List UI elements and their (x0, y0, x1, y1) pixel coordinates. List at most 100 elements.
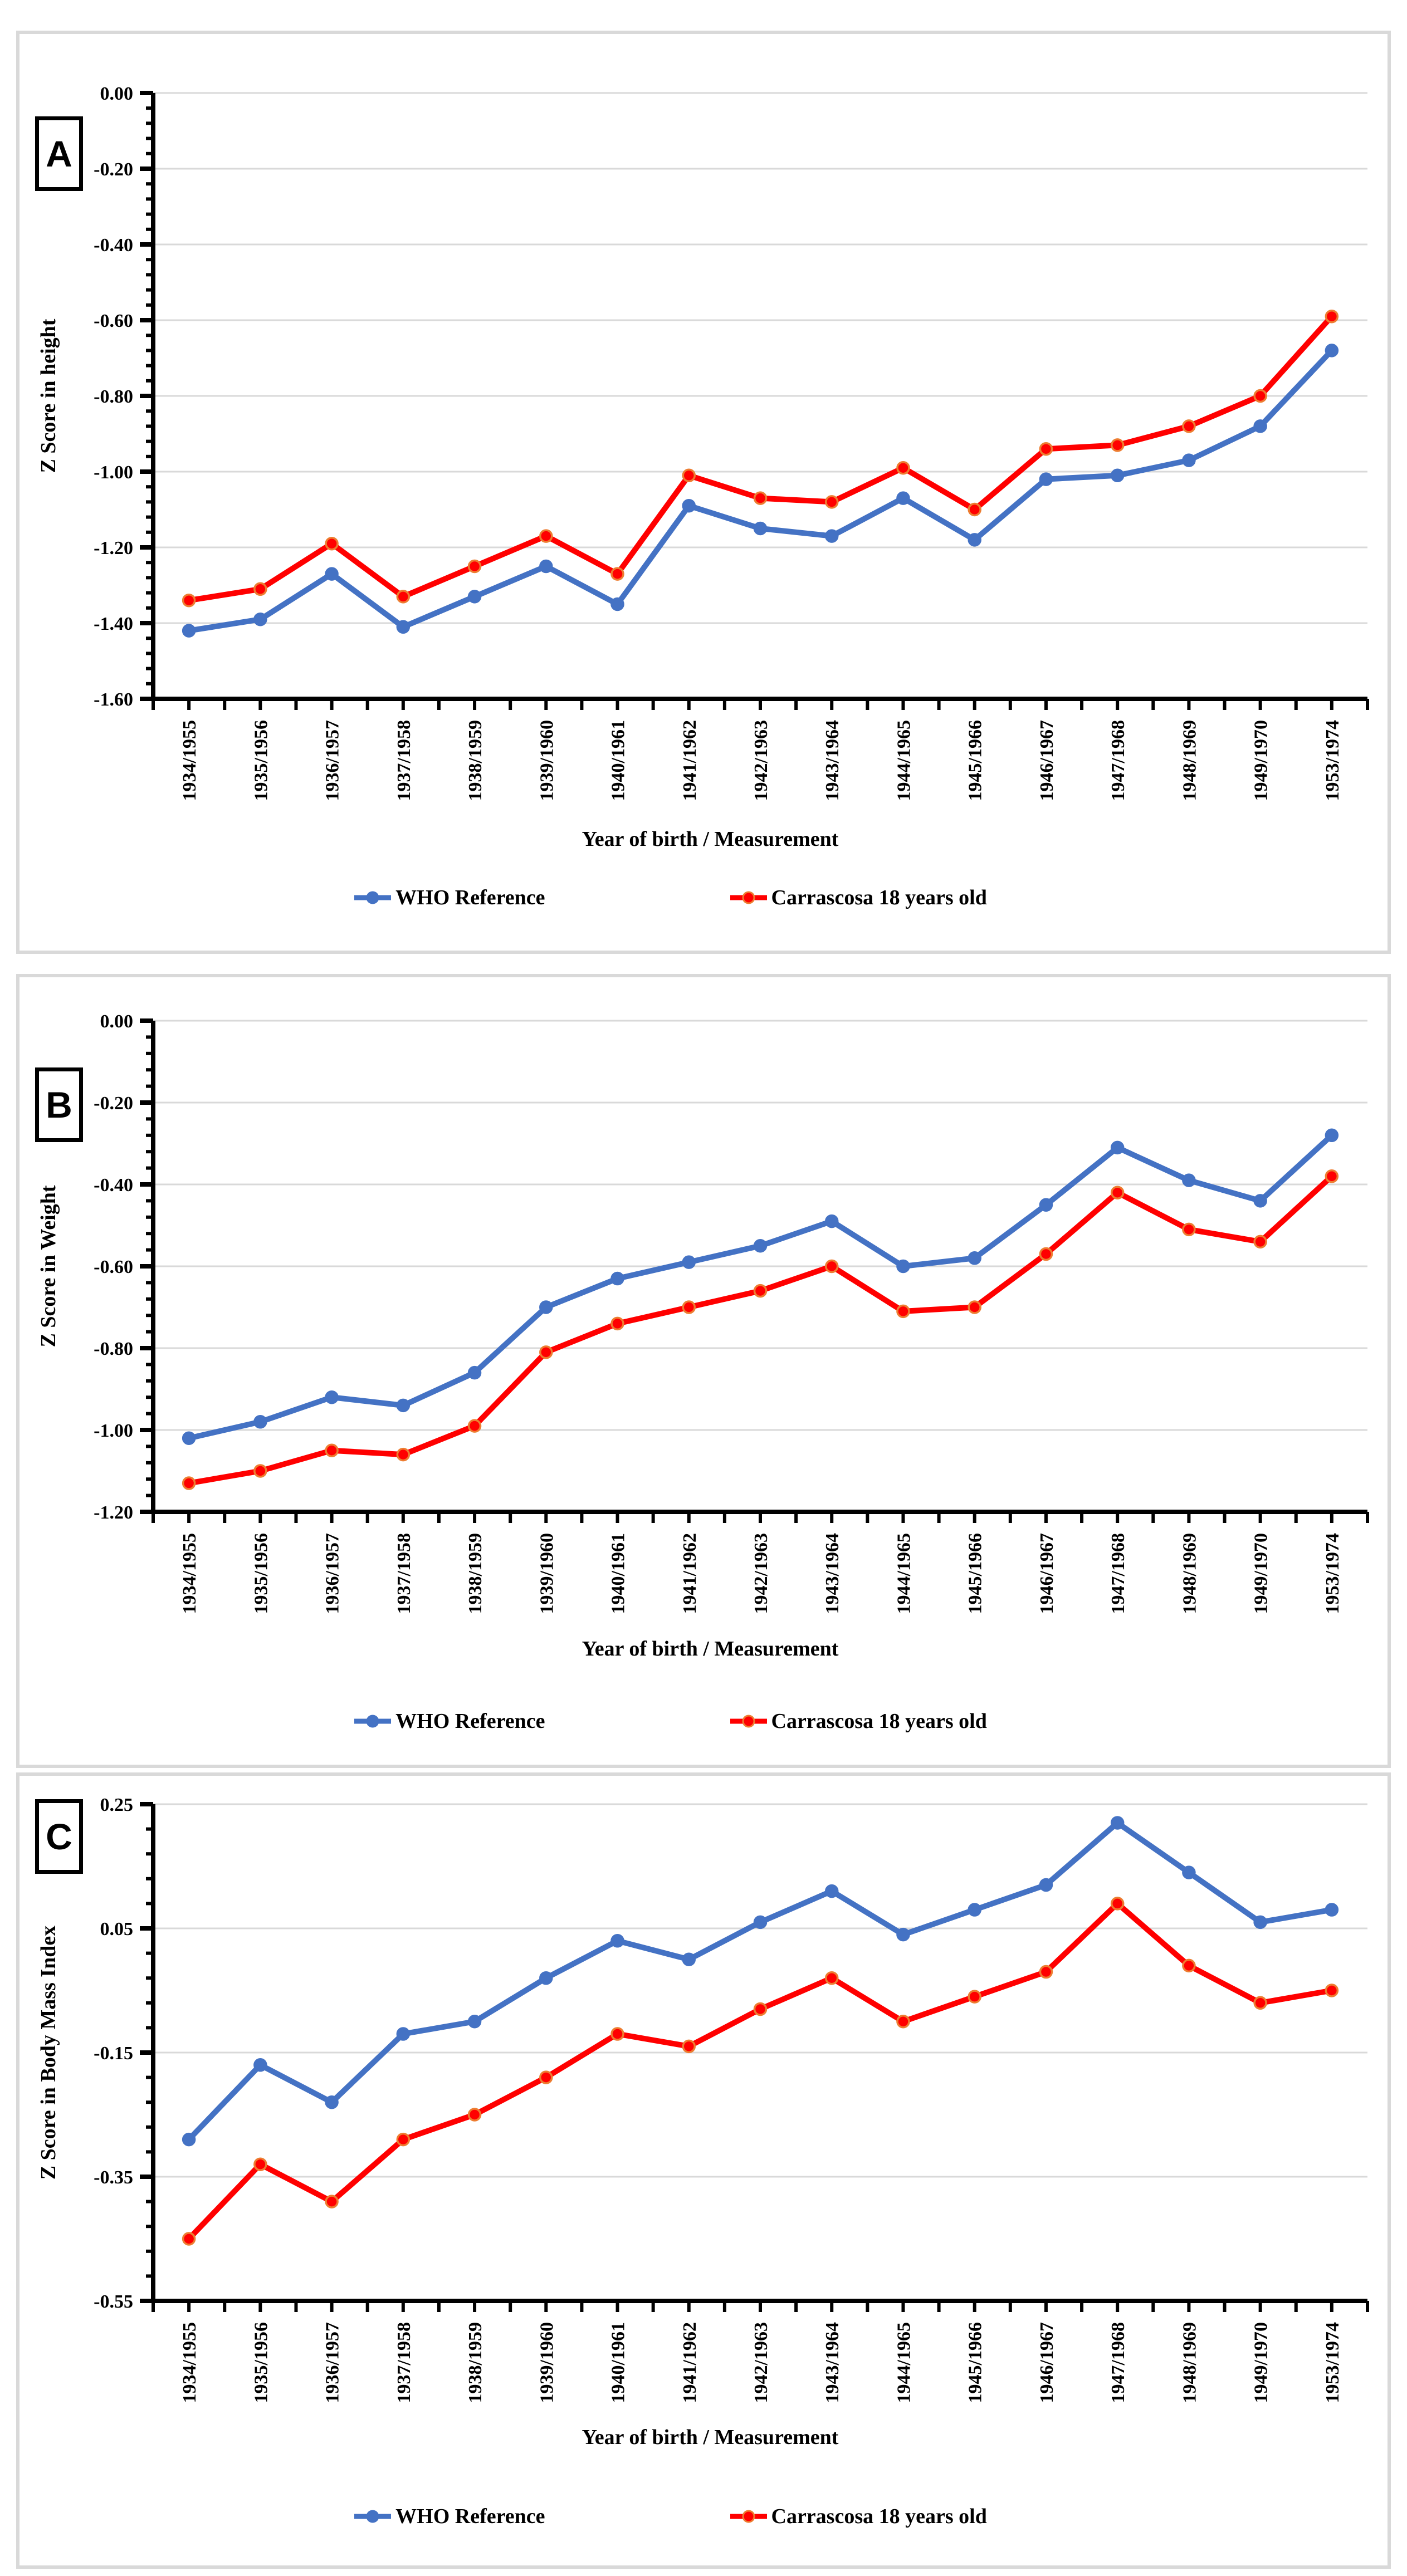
svg-text:1942/1963: 1942/1963 (751, 2322, 771, 2403)
svg-text:0.00: 0.00 (100, 1011, 134, 1032)
svg-text:Z Score in Body Mass Index: Z Score in Body Mass Index (37, 1926, 60, 2180)
legend-marker-carrascosa-icon (729, 890, 768, 905)
svg-text:0.00: 0.00 (100, 84, 134, 104)
svg-text:1943/1964: 1943/1964 (822, 2322, 843, 2403)
svg-text:1938/1959: 1938/1959 (465, 2322, 486, 2403)
svg-text:1942/1963: 1942/1963 (751, 1533, 771, 1614)
svg-text:1948/1969: 1948/1969 (1179, 1533, 1200, 1614)
svg-text:1938/1959: 1938/1959 (465, 1533, 486, 1614)
svg-text:1944/1965: 1944/1965 (893, 1533, 914, 1614)
svg-text:1937/1958: 1937/1958 (394, 1533, 414, 1614)
legend-label: Carrascosa 18 years old (771, 886, 987, 909)
svg-text:-1.40: -1.40 (94, 614, 133, 634)
svg-text:-1.60: -1.60 (94, 689, 133, 710)
svg-text:-1.20: -1.20 (94, 1502, 133, 1523)
legend-label: WHO Reference (395, 886, 545, 909)
legend-label: Carrascosa 18 years old (771, 2505, 987, 2528)
legend-item-carrascosa: Carrascosa 18 years old (729, 1709, 987, 1733)
svg-text:1938/1959: 1938/1959 (465, 720, 486, 801)
svg-text:1940/1961: 1940/1961 (608, 1533, 629, 1614)
legend-marker-who-icon (353, 890, 392, 905)
svg-text:1936/1957: 1936/1957 (323, 720, 343, 801)
legend-marker-carrascosa-icon (729, 2509, 768, 2524)
chart-c-bmi-zscore: 0.25 0.05 -0.15 -0.35 -0.55 1934/1955 1935/195… (37, 1795, 1369, 2449)
legend-label: WHO Reference (395, 2505, 545, 2528)
legend-label: WHO Reference (395, 1710, 545, 1733)
legend-marker-who-icon (353, 2509, 392, 2524)
svg-text:1934/1955: 1934/1955 (179, 720, 200, 801)
svg-text:1939/1960: 1939/1960 (536, 720, 557, 801)
svg-text:1943/1964: 1943/1964 (822, 720, 843, 801)
svg-text:-0.55: -0.55 (94, 2291, 133, 2312)
svg-text:1937/1958: 1937/1958 (394, 2322, 414, 2403)
svg-text:1945/1966: 1945/1966 (965, 1533, 986, 1614)
svg-text:-0.40: -0.40 (94, 235, 133, 256)
svg-text:-0.40: -0.40 (94, 1175, 133, 1196)
svg-text:1934/1955: 1934/1955 (179, 2322, 200, 2403)
svg-text:1947/1968: 1947/1968 (1108, 720, 1128, 801)
legend: WHO Reference Carrascosa 18 years old (19, 2504, 1388, 2529)
legend-marker-carrascosa-icon (729, 1713, 768, 1729)
svg-text:-0.80: -0.80 (94, 1339, 133, 1359)
svg-text:1949/1970: 1949/1970 (1251, 720, 1272, 801)
svg-text:-0.15: -0.15 (94, 2043, 133, 2064)
panel-b: B 0.00 -0.20 -0.40 -0.60 -0.80 -1.00 -1.20 1934… (16, 974, 1391, 1768)
svg-text:1945/1966: 1945/1966 (965, 720, 986, 801)
svg-text:1941/1962: 1941/1962 (680, 720, 700, 801)
legend-item-who-reference: WHO Reference (353, 885, 545, 910)
svg-text:1944/1965: 1944/1965 (893, 720, 914, 801)
svg-text:1953/1974: 1953/1974 (1322, 2322, 1343, 2403)
svg-text:1946/1967: 1946/1967 (1037, 720, 1057, 801)
svg-text:Z Score in Weight: Z Score in Weight (37, 1185, 60, 1347)
svg-text:1940/1961: 1940/1961 (608, 2322, 629, 2403)
panel-label-a: A (35, 116, 83, 191)
legend-item-who-reference: WHO Reference (353, 1709, 545, 1733)
panel-label-b: B (35, 1067, 83, 1142)
svg-text:1937/1958: 1937/1958 (394, 720, 414, 801)
svg-text:1936/1957: 1936/1957 (323, 2322, 343, 2403)
svg-text:1935/1956: 1935/1956 (251, 720, 271, 801)
svg-text:-1.00: -1.00 (94, 1421, 133, 1441)
svg-text:-0.80: -0.80 (94, 386, 133, 407)
svg-text:-0.20: -0.20 (94, 1093, 133, 1114)
svg-text:Z Score in height: Z Score in height (37, 319, 60, 473)
svg-text:1941/1962: 1941/1962 (680, 1533, 700, 1614)
svg-text:1947/1968: 1947/1968 (1108, 1533, 1128, 1614)
svg-text:1943/1964: 1943/1964 (822, 1533, 843, 1614)
panel-label-c: C (35, 1799, 83, 1874)
svg-text:0.25: 0.25 (100, 1795, 134, 1815)
chart-b-weight-zscore: 0.00 -0.20 -0.40 -0.60 -0.80 -1.00 -1.20 1934/1… (37, 1011, 1369, 1661)
svg-text:1949/1970: 1949/1970 (1251, 1533, 1272, 1614)
svg-text:1939/1960: 1939/1960 (536, 2322, 557, 2403)
svg-text:1936/1957: 1936/1957 (323, 1533, 343, 1614)
legend-item-carrascosa: Carrascosa 18 years old (729, 885, 987, 910)
svg-text:1935/1956: 1935/1956 (251, 1533, 271, 1614)
svg-text:0.05: 0.05 (100, 1919, 134, 1940)
svg-text:1945/1966: 1945/1966 (965, 2322, 986, 2403)
legend-label: Carrascosa 18 years old (771, 1710, 987, 1733)
svg-text:-1.00: -1.00 (94, 462, 133, 483)
svg-text:1948/1969: 1948/1969 (1179, 2322, 1200, 2403)
svg-text:1948/1969: 1948/1969 (1179, 720, 1200, 801)
svg-text:1953/1974: 1953/1974 (1322, 720, 1343, 801)
legend-item-who-reference: WHO Reference (353, 2504, 545, 2529)
figure-page: { "panels": [ {"label": "A"}, {"label": … (0, 31, 1407, 2569)
chart-a-height-zscore: 0.00 -0.20 -0.40 -0.60 -0.80 -1.00 -1.20 -1.40 -… (37, 84, 1369, 851)
svg-text:1946/1967: 1946/1967 (1037, 1533, 1057, 1614)
svg-text:-0.20: -0.20 (94, 159, 133, 180)
svg-text:1942/1963: 1942/1963 (751, 720, 771, 801)
svg-text:-0.35: -0.35 (94, 2167, 133, 2188)
svg-text:1947/1968: 1947/1968 (1108, 2322, 1128, 2403)
svg-text:1946/1967: 1946/1967 (1037, 2322, 1057, 2403)
legend-item-carrascosa: Carrascosa 18 years old (729, 2504, 987, 2529)
svg-text:1941/1962: 1941/1962 (680, 2322, 700, 2403)
svg-text:-0.60: -0.60 (94, 311, 133, 331)
legend: WHO Reference Carrascosa 18 years old (19, 1709, 1388, 1733)
panel-a: A 0.00 -0.20 -0.40 -0.60 -0.80 -1.00 -1.20 -1.4… (16, 31, 1391, 954)
svg-text:Year of birth / Measurement: Year of birth / Measurement (582, 827, 839, 851)
legend-marker-who-icon (353, 1713, 392, 1729)
svg-text:1934/1955: 1934/1955 (179, 1533, 200, 1614)
svg-text:Year of birth / Measurement: Year of birth / Measurement (582, 1637, 839, 1661)
svg-text:1949/1970: 1949/1970 (1251, 2322, 1272, 2403)
svg-text:1940/1961: 1940/1961 (608, 720, 629, 801)
